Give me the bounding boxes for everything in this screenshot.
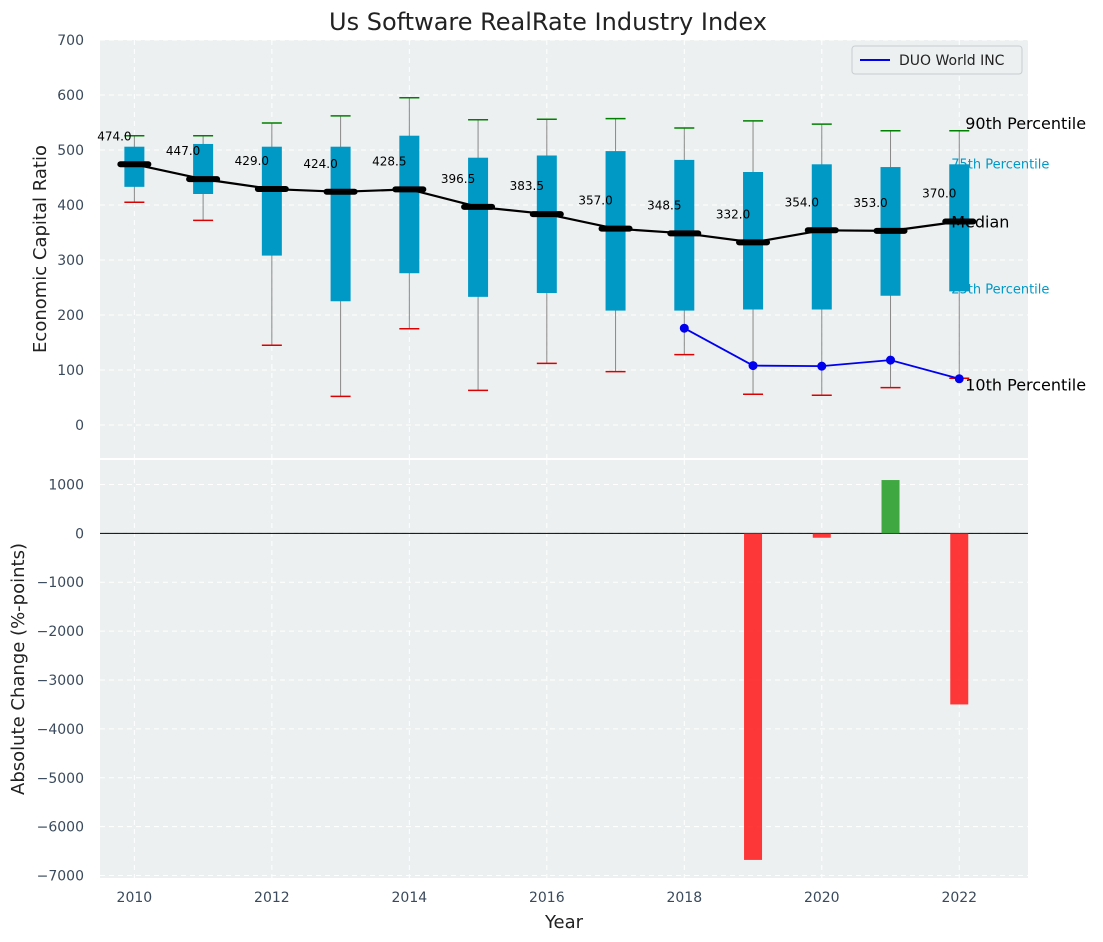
company-series-point xyxy=(886,355,896,365)
x-tick-label: 2014 xyxy=(392,890,428,906)
median-value-label: 357.0 xyxy=(578,194,612,208)
median-value-label: 332.0 xyxy=(716,207,750,221)
median-value-label: 428.5 xyxy=(372,154,406,168)
legend-label-duo-world: DUO World INC xyxy=(899,53,1005,69)
label-75th-percentile: 75th Percentile xyxy=(951,157,1049,172)
bottom-y-tick-label: −2000 xyxy=(37,624,84,640)
bottom-y-tick-label: −3000 xyxy=(37,673,84,689)
bottom-y-axis-label: Absolute Change (%-points) xyxy=(8,543,29,795)
x-tick-label: 2020 xyxy=(804,890,840,906)
change-bar xyxy=(812,533,831,538)
company-series-point xyxy=(954,374,964,384)
x-axis-label: Year xyxy=(544,912,584,933)
change-bar xyxy=(744,533,763,860)
median-value-label: 348.5 xyxy=(647,198,681,212)
box-iqr xyxy=(949,164,970,292)
top-y-tick-label: 200 xyxy=(57,308,84,324)
chart-title: Us Software RealRate Industry Index xyxy=(329,8,767,36)
top-y-axis-label: Economic Capital Ratio xyxy=(30,145,51,353)
x-tick-label: 2022 xyxy=(941,890,977,906)
median-value-label: 383.5 xyxy=(510,179,544,193)
median-value-label: 424.0 xyxy=(303,157,337,171)
top-plot-area xyxy=(100,40,1028,458)
change-bar xyxy=(950,533,969,705)
x-tick-label: 2012 xyxy=(254,890,290,906)
x-tick-label: 2016 xyxy=(529,890,565,906)
box-iqr xyxy=(330,146,351,302)
top-y-tick-label: 500 xyxy=(57,143,84,159)
box-iqr xyxy=(536,155,557,293)
bar-group xyxy=(100,480,1028,860)
bottom-y-tick-label: −5000 xyxy=(37,771,84,787)
bottom-plot-area xyxy=(100,460,1028,878)
company-series-point xyxy=(817,361,827,371)
x-tick-label: 2010 xyxy=(117,890,153,906)
top-y-tick-label: 700 xyxy=(57,33,84,49)
bottom-y-ticks: 1000 0 −1000 −2000 −3000 −4000 −5000 −6000 −7000 xyxy=(37,477,84,884)
bottom-y-tick-label: 0 xyxy=(75,526,84,542)
median-value-label: 370.0 xyxy=(922,187,956,201)
bottom-y-tick-label: 1000 xyxy=(48,477,84,493)
change-bar xyxy=(881,480,900,534)
median-value-label: 354.0 xyxy=(785,195,819,209)
bottom-y-tick-label: −6000 xyxy=(37,820,84,836)
legend: DUO World INC xyxy=(851,45,1023,75)
label-90th-percentile: 90th Percentile xyxy=(965,114,1086,133)
x-tick-label: 2018 xyxy=(666,890,702,906)
median-value-label: 447.0 xyxy=(166,144,200,158)
company-series-point xyxy=(748,361,758,371)
box-iqr xyxy=(261,146,282,256)
median-value-label: 353.0 xyxy=(853,196,887,210)
top-y-ticks: 0 100 200 300 400 500 600 700 xyxy=(57,33,84,434)
label-25th-percentile: 25th Percentile xyxy=(951,282,1049,297)
median-value-label: 474.0 xyxy=(97,129,131,143)
box-iqr xyxy=(811,164,832,310)
top-y-tick-label: 0 xyxy=(75,418,84,434)
label-median: Median xyxy=(951,213,1009,232)
top-y-tick-label: 600 xyxy=(57,88,84,104)
median-value-label: 396.5 xyxy=(441,172,475,186)
top-y-tick-label: 100 xyxy=(57,363,84,379)
top-y-tick-label: 400 xyxy=(57,198,84,214)
bottom-y-tick-label: −4000 xyxy=(37,722,84,738)
box-iqr xyxy=(468,157,489,297)
box-plot-group: 474.0 447.0 429.0 424.0 428.5 396.5 383.5 357.0… xyxy=(97,97,1086,398)
median-value-label: 429.0 xyxy=(235,154,269,168)
legend-box xyxy=(851,45,1023,75)
bottom-y-tick-label: −1000 xyxy=(37,575,84,591)
top-y-tick-label: 300 xyxy=(57,253,84,269)
x-ticks: 2010 2012 2014 2016 2018 2020 2022 xyxy=(117,890,978,906)
box-iqr xyxy=(399,135,420,274)
bottom-y-tick-label: −7000 xyxy=(37,869,84,885)
label-10th-percentile: 10th Percentile xyxy=(965,375,1086,394)
company-series-point xyxy=(679,323,689,333)
